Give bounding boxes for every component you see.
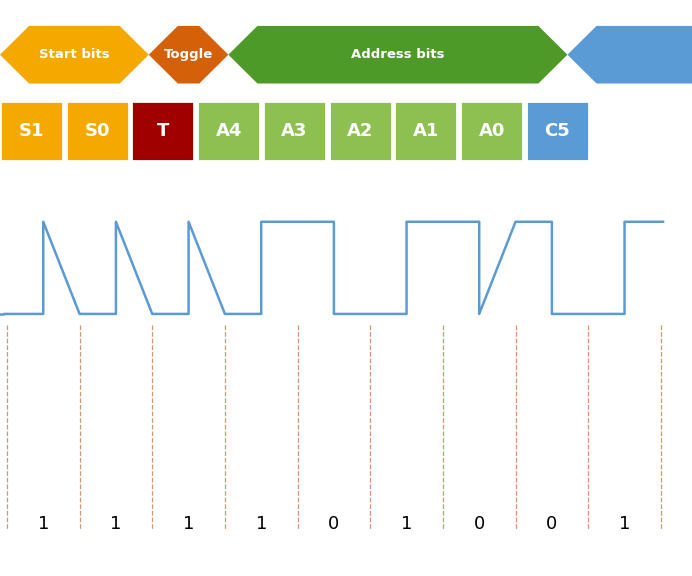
Polygon shape <box>149 26 228 84</box>
FancyBboxPatch shape <box>460 101 523 161</box>
Polygon shape <box>567 26 692 84</box>
Text: S1: S1 <box>19 122 44 140</box>
Text: T: T <box>157 122 169 140</box>
Text: 1: 1 <box>619 515 630 533</box>
Text: 1: 1 <box>110 515 122 533</box>
Text: Toggle: Toggle <box>164 48 213 61</box>
Text: 0: 0 <box>546 515 558 533</box>
Text: Address bits: Address bits <box>351 48 445 61</box>
Text: 1: 1 <box>401 515 412 533</box>
FancyBboxPatch shape <box>66 101 129 161</box>
Polygon shape <box>228 26 567 84</box>
Text: 0: 0 <box>473 515 485 533</box>
FancyBboxPatch shape <box>526 101 589 161</box>
Text: A0: A0 <box>478 122 505 140</box>
Text: 0: 0 <box>328 515 340 533</box>
FancyBboxPatch shape <box>263 101 326 161</box>
Text: Start bits: Start bits <box>39 48 110 61</box>
Text: A2: A2 <box>347 122 374 140</box>
Text: A4: A4 <box>215 122 242 140</box>
Text: 1: 1 <box>255 515 267 533</box>
Text: C5: C5 <box>545 122 570 140</box>
FancyBboxPatch shape <box>0 101 63 161</box>
Text: A1: A1 <box>412 122 439 140</box>
FancyBboxPatch shape <box>394 101 457 161</box>
Text: 1: 1 <box>37 515 49 533</box>
FancyBboxPatch shape <box>197 101 260 161</box>
Text: S0: S0 <box>84 122 110 140</box>
Text: A3: A3 <box>281 122 308 140</box>
FancyBboxPatch shape <box>131 101 194 161</box>
Text: 1: 1 <box>183 515 194 533</box>
FancyBboxPatch shape <box>329 101 392 161</box>
Polygon shape <box>0 26 149 84</box>
